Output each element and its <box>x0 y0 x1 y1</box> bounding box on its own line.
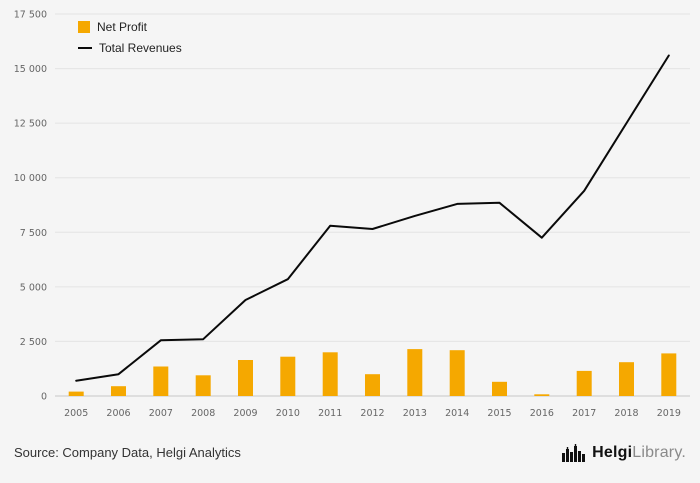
svg-text:2 500: 2 500 <box>20 337 47 348</box>
logo-text-light: Library. <box>632 443 686 461</box>
svg-text:2015: 2015 <box>487 408 511 419</box>
svg-text:5 000: 5 000 <box>20 282 47 293</box>
logo-text-bold: Helgi <box>592 443 633 461</box>
svg-text:2006: 2006 <box>106 408 130 419</box>
svg-text:2008: 2008 <box>191 408 215 419</box>
legend-label-total-revenues: Total Revenues <box>99 41 182 55</box>
svg-text:2011: 2011 <box>318 408 342 419</box>
svg-text:2005: 2005 <box>64 408 88 419</box>
svg-text:0: 0 <box>41 392 47 403</box>
svg-text:2017: 2017 <box>572 408 596 419</box>
logo-text: HelgiLibrary. <box>592 444 686 462</box>
legend-item-net-profit: Net Profit <box>78 20 182 34</box>
svg-text:2016: 2016 <box>530 408 554 419</box>
footer: Source: Company Data, Helgi Analytics He… <box>0 428 700 483</box>
svg-text:17 500: 17 500 <box>14 10 47 21</box>
svg-text:2010: 2010 <box>276 408 300 419</box>
total-revenues-swatch-icon <box>78 47 92 49</box>
legend-item-total-revenues: Total Revenues <box>78 41 182 55</box>
legend-label-net-profit: Net Profit <box>97 20 148 34</box>
svg-text:2014: 2014 <box>445 408 469 419</box>
svg-text:2007: 2007 <box>149 408 173 419</box>
svg-text:2009: 2009 <box>233 408 257 419</box>
helgi-library-logo[interactable]: HelgiLibrary. <box>562 443 686 462</box>
svg-text:2012: 2012 <box>360 408 384 419</box>
svg-text:2019: 2019 <box>657 408 681 419</box>
castle-bridge-icon <box>562 443 586 462</box>
source-text: Source: Company Data, Helgi Analytics <box>14 445 241 460</box>
svg-text:15 000: 15 000 <box>14 64 47 75</box>
combo-chart: 0 2 500 5 000 7 500 10 000 12 500 15 000 17 500… <box>14 10 690 419</box>
chart-area: 0 2 500 5 000 7 500 10 000 12 500 15 000 17 500… <box>14 10 690 419</box>
svg-text:12 500: 12 500 <box>14 119 47 130</box>
svg-text:2018: 2018 <box>614 408 638 419</box>
net-profit-swatch-icon <box>78 21 90 33</box>
svg-text:2013: 2013 <box>403 408 427 419</box>
legend: Net Profit Total Revenues <box>78 20 182 55</box>
svg-text:7 500: 7 500 <box>20 228 47 239</box>
svg-text:10 000: 10 000 <box>14 173 47 184</box>
